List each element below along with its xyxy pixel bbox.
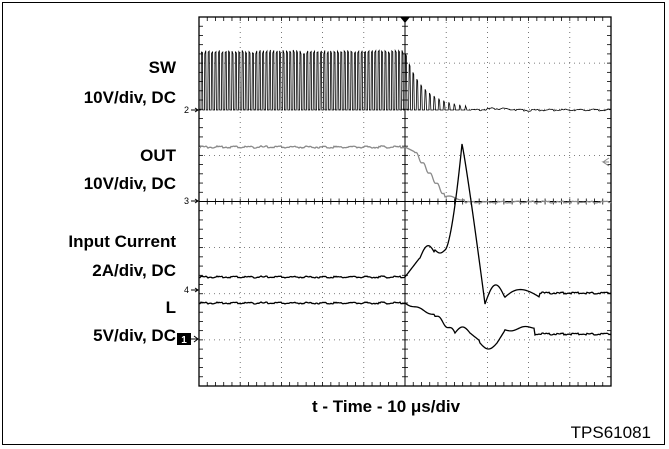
channel-l-name: L — [165, 298, 176, 317]
channel-4-marker-label: 4 — [184, 285, 189, 295]
trigger-position-marker — [400, 17, 410, 23]
trigger-level-arrow — [601, 157, 610, 167]
channel-1-marker-label: 1 — [181, 335, 187, 346]
figure-frame — [2, 2, 665, 445]
trace-out — [198, 144, 612, 204]
x-axis-label: t - Time - 10 μs/div — [312, 397, 460, 417]
channel-markers: 2 3 4 1 — [177, 105, 199, 346]
channel-1-marker-box — [177, 333, 191, 345]
x-axis-label-unit: μs/div — [410, 397, 461, 416]
trace-input-current — [198, 143, 612, 305]
channel-out-scale: 10V/div, DC — [83, 174, 176, 193]
traces — [198, 48, 612, 350]
channel-3-marker-arrow — [191, 198, 199, 204]
channel-out-name: OUT — [140, 146, 176, 165]
trace-l — [198, 301, 612, 350]
x-axis-label-prefix: t - Time - 10 — [312, 397, 411, 416]
channel-2-marker-label: 2 — [184, 105, 189, 115]
trace-sw — [199, 48, 612, 112]
channel-input-current-name: Input Current — [68, 232, 176, 251]
channel-sw-name: SW — [148, 58, 176, 77]
channel-sw-scale: 10V/div, DC — [83, 88, 176, 107]
channel-3-marker-label: 3 — [184, 196, 189, 206]
channel-l-scale: 5V/div, DC — [93, 326, 176, 345]
channel-4-marker-arrow — [191, 287, 199, 293]
figure-code: TPS61081 — [570, 423, 651, 442]
channel-2-marker-arrow — [191, 107, 199, 113]
grid — [198, 16, 612, 387]
channel-1-marker-arrow — [191, 335, 199, 343]
channel-input-current-scale: 2A/div, DC — [92, 261, 176, 280]
